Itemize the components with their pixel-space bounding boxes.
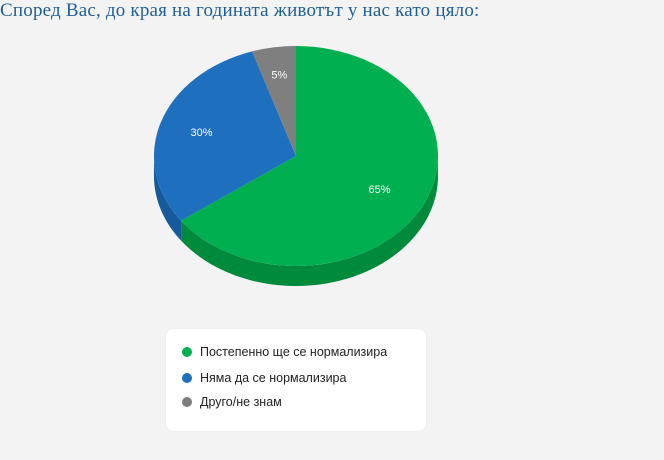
slice-normalize[interactable] (181, 46, 438, 266)
legend-item-not-normalize[interactable]: Няма да се нормализира (182, 371, 346, 385)
pie-side-walls (154, 156, 438, 286)
slice-normalize-label: 65% (368, 184, 390, 196)
slice-other[interactable] (252, 46, 296, 156)
legend-swatch-green (182, 347, 192, 357)
legend-swatch-gray (182, 397, 192, 407)
slice-normalize-side (181, 159, 438, 286)
legend-label: Друго/не знам (200, 395, 282, 409)
slice-not-normalize-side (154, 156, 182, 241)
chart-title: Според Вас, до края на годината животът … (0, 0, 480, 21)
legend-item-other[interactable]: Друго/не знам (182, 395, 282, 409)
chart-legend: Постепенно ще се нормализира Няма да се … (166, 329, 426, 431)
legend-label: Няма да се нормализира (200, 371, 347, 385)
slice-not-normalize-label: 30% (190, 127, 212, 139)
slice-other-label: 5% (271, 70, 287, 82)
legend-swatch-blue (182, 373, 192, 383)
slice-not-normalize[interactable] (153, 51, 296, 221)
legend-item-normalize[interactable]: Постепенно ще се нормализира (182, 345, 387, 359)
legend-label: Постепенно ще се нормализира (200, 345, 388, 359)
